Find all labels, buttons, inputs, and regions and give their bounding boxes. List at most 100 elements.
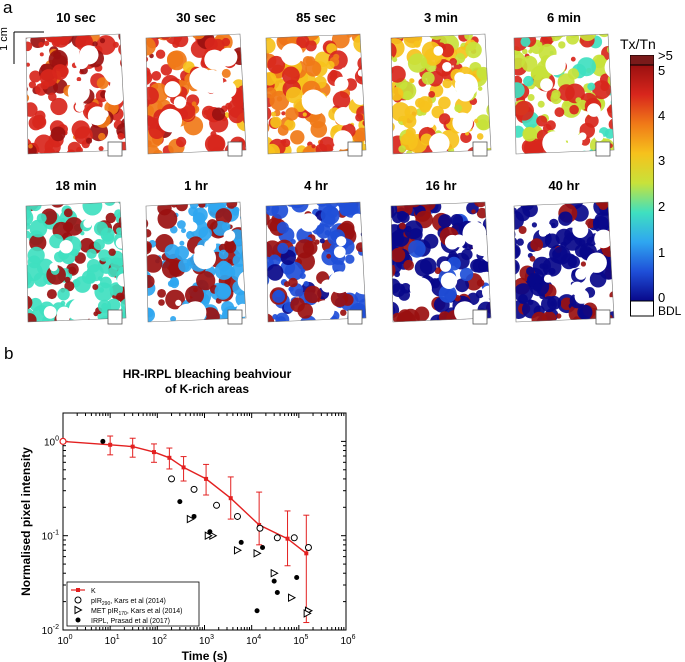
scale-bar-label: 1 cm [0,27,10,51]
colorbar-tick-3: 3 [658,153,666,168]
series-3-point [274,589,280,595]
series-3-point [260,544,266,550]
k-series-point [285,536,290,541]
k-series-point [152,450,157,455]
series-2-point [270,568,279,578]
y-tick-label: 10-2 [42,624,59,637]
series-2-point [233,545,243,555]
series-3-point [238,539,244,545]
legend-box [66,581,200,627]
bleaching-map [265,201,367,325]
tile-title: 4 hr [304,178,328,193]
legend-entry: MET pIR170, Kars et al (2014) [91,608,182,617]
colorbar-tick-0: 0 [658,290,666,305]
colorbar-top-label: >5 [658,48,673,63]
tile-title: 30 sec [176,10,216,25]
legend-marker [74,605,83,615]
bleaching-chart: 100 101 102 103 104 105 106 10-2 10-1 100 Time (s)… [19,412,356,662]
tile-title: 3 min [424,10,458,25]
panel-b-label: b [4,344,14,363]
bleaching-map [390,33,492,157]
series-1-point [273,534,281,542]
series-3-point [177,499,183,505]
legend-marker [74,596,82,604]
colorbar-tick-1: 1 [658,245,666,260]
colorbar-top-swatch [629,54,655,66]
colorbar [629,54,655,317]
bleaching-map-tile [20,30,132,158]
series-1-point [168,475,176,483]
k-series-point [108,442,113,447]
series-3-point [207,529,213,535]
colorbar-gradient [629,54,655,317]
series-1-point [213,501,221,509]
tile-title: 10 sec [56,10,96,25]
series-1-point [304,543,312,551]
tile-title: 6 min [547,10,581,25]
series-1-point [256,524,264,532]
bleaching-map-tile [260,30,372,158]
bleaching-map [145,201,247,325]
y-tick-label: 100 [44,435,59,448]
legend-entry: pIR290, Kars et al (2014) [91,598,166,607]
colorbar-tick-5: 5 [658,63,666,78]
series-3-point [254,608,260,614]
x-tick-label: 103 [199,634,214,647]
series-1-point [190,485,198,493]
y-tick-label: 10-1 [42,530,59,543]
series-1-point [290,534,298,542]
legend-marker [75,617,81,623]
colorbar-tick-4: 4 [658,108,666,123]
series-3-point [191,513,197,519]
x-tick-label: 105 [293,634,308,647]
tile-title: 1 hr [184,178,208,193]
series-2-point [204,531,213,541]
tile-title: 40 hr [548,178,580,193]
bleaching-map [145,33,247,157]
k-series-point [181,465,186,470]
x-tick-label: 104 [246,634,261,647]
bleaching-map-tile [20,198,132,326]
bleaching-map-tile [140,30,252,158]
bleaching-map-tile [385,30,497,158]
bleaching-map-tile [260,198,372,326]
chart-title: HR-IRPL bleaching beahviour of K-rich ar… [57,367,357,397]
x-tick-label: 102 [152,634,167,647]
colorbar-bdl-label: BDL [658,304,682,318]
x-tick-label: 100 [57,634,72,647]
bleaching-map-tile [385,198,497,326]
y-axis-label: Normalised pixel intensity [19,447,33,596]
bleaching-map [513,33,615,157]
legend-entry: IRPL, Prasad et al (2017) [91,618,170,625]
x-tick-label: 106 [340,634,355,647]
chart-title-line2: of K-rich areas [164,382,250,396]
colorbar-bdl-swatch [630,300,654,317]
bleaching-map [25,33,127,157]
colorbar-scale [629,64,655,302]
bleaching-map [265,33,367,157]
colorbar-tick-2: 2 [658,199,666,214]
k-series-point [228,496,233,501]
legend-entry: K [91,588,96,595]
tile-title: 16 hr [425,178,457,193]
tile-title: 85 sec [296,10,336,25]
x-axis-label: Time (s) [182,649,228,662]
bleaching-map-tile [508,30,620,158]
series-3-point [294,575,300,581]
series-2-point [186,514,195,524]
k-series-point [130,444,135,449]
bleaching-map-tile [508,198,620,326]
k-series-point [304,551,309,556]
series-2-point [253,549,262,558]
bleaching-map-tile [140,198,252,326]
series-3-point [100,438,106,444]
bleaching-map [513,201,615,325]
series-2-point [303,609,312,618]
series-2-point [288,593,297,603]
k-series-point [59,437,67,445]
legend-k-marker [76,588,80,592]
k-series-point [204,476,209,481]
bleaching-map [25,201,127,325]
series-1-point [233,512,241,520]
colorbar-title: Tx/Tn [620,36,656,52]
